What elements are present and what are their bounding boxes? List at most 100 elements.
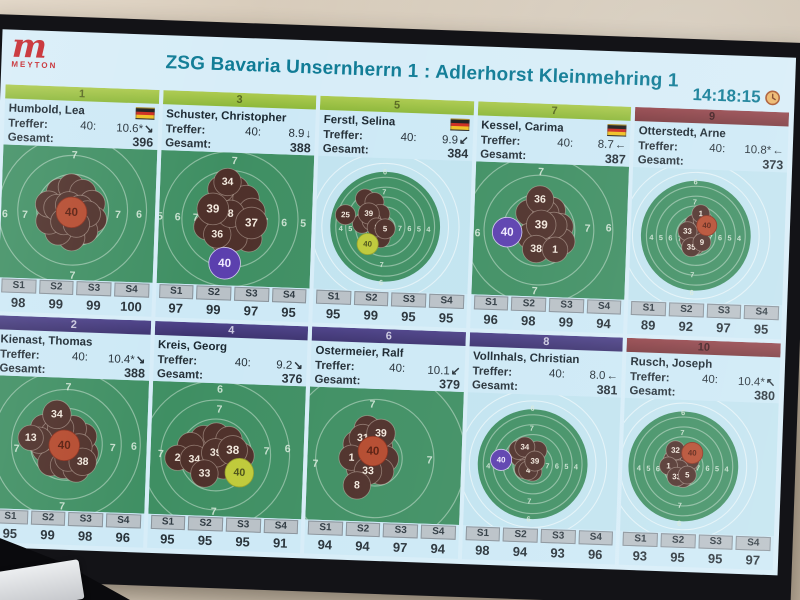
shot-marker: [335, 204, 357, 226]
shot-number: 39: [206, 202, 220, 215]
shot-number: 2: [174, 452, 180, 464]
ring-number: 4: [637, 463, 642, 472]
series-value-cell: 99: [205, 301, 221, 318]
treffer-label: Treffer:: [322, 128, 363, 143]
series-value-cell: 99: [363, 307, 379, 323]
total-score: 373: [762, 157, 784, 173]
ring-number: 5: [300, 218, 306, 230]
last-shot-value: 9.2↘: [276, 359, 304, 373]
ring-number: 6: [694, 177, 698, 186]
current-shot-marker: [55, 196, 88, 229]
target-plot: 67767713343840: [0, 375, 149, 514]
current-shot-marker: [489, 448, 512, 471]
series-header-cell: S2: [511, 296, 547, 312]
ring-number: 5: [417, 224, 421, 233]
ring-number: 7: [231, 155, 237, 167]
shot-marker: [342, 471, 372, 500]
shot-direction-arrow: ←: [606, 370, 619, 383]
shot-count: 40:: [79, 120, 97, 133]
series-header-cell: S1: [150, 514, 186, 531]
shot-number: 40: [496, 455, 506, 464]
gesamt-label: Gesamt:: [471, 379, 519, 393]
ring-number: 6: [217, 384, 223, 396]
ring-number: 7: [529, 424, 533, 433]
germany-flag-icon: [607, 123, 627, 137]
ring-number: 7: [538, 166, 544, 178]
series-header-cell: S1: [473, 295, 509, 311]
shot-direction-arrow: ↘: [143, 123, 154, 136]
series-header-cell: S3: [225, 517, 261, 533]
shooter-panel: 1 Humbold, Lea Treffer: 40: 10.6*↘ Gesamt: 396…: [0, 84, 160, 317]
last-shot-value: 10.1↙: [427, 364, 461, 378]
series-header-cell: S2: [503, 527, 539, 543]
shooter-name: Kienast, Thomas: [0, 332, 93, 349]
series-header-cell: S2: [353, 291, 389, 307]
ring-number: 7: [709, 233, 713, 242]
ring-number: 6: [681, 408, 685, 417]
shot-number: 1: [667, 461, 672, 470]
total-score: 396: [132, 135, 154, 150]
series-value-cell: 97: [168, 300, 184, 316]
gesamt-label: Gesamt:: [7, 131, 54, 146]
last-shot-value: 9.9↙: [441, 134, 469, 148]
shot-count: 40:: [400, 131, 417, 145]
shooter-name: Kreis, Georg: [157, 338, 228, 354]
ring-number: 6: [690, 288, 694, 297]
series-header-cell: S1: [307, 520, 343, 536]
treffer-label: Treffer:: [472, 365, 513, 379]
shot-number: 1: [349, 452, 355, 464]
shot-number: 38: [530, 243, 542, 255]
series-header-cell: S1: [316, 289, 352, 305]
target-plot: 567765734368373940: [156, 150, 315, 289]
ring-number: 7: [115, 209, 121, 221]
ring-number: 7: [216, 404, 222, 416]
clock-icon: [765, 90, 781, 106]
ring-number: 6: [718, 233, 722, 242]
current-shot-marker: [207, 246, 241, 280]
shot-direction-arrow: ↘: [135, 354, 146, 367]
ring-number: 6: [530, 404, 534, 413]
shot-marker: [42, 399, 72, 430]
current-shot-marker: [356, 233, 379, 256]
gesamt-label: Gesamt:: [637, 154, 684, 168]
series-header-cell: S1: [631, 300, 667, 317]
gesamt-label: Gesamt:: [479, 148, 527, 163]
series-value-cell: 95: [280, 304, 296, 320]
ring-number: 7: [71, 149, 77, 161]
last-shot-value: 10.6*↘: [115, 122, 154, 136]
shot-direction-arrow: ←: [771, 144, 784, 158]
series-value-cell: 97: [392, 539, 408, 556]
series-value-cell: 92: [678, 318, 694, 335]
shot-number: 40: [233, 466, 245, 478]
ring-number: 6: [281, 217, 287, 229]
ring-number: 7: [398, 224, 402, 233]
current-shot-marker: [48, 429, 80, 462]
shot-count: 40:: [234, 356, 252, 370]
shot-number: 40: [65, 206, 78, 219]
series-value-cell: 100: [119, 298, 143, 315]
ring-number: 6: [526, 514, 530, 523]
shot-direction-arrow: ↙: [458, 134, 469, 148]
treffer-label: Treffer:: [629, 370, 670, 385]
meyton-logo-text: MEYTON: [11, 59, 58, 71]
series-header-cell: S3: [383, 523, 419, 539]
ring-number: 4: [339, 224, 344, 233]
shooter-panel: 9 Otterstedt, Arne Treffer: 40: 10.8*← Gesamt…: [627, 106, 790, 340]
series-value-cell: 97: [715, 320, 731, 336]
series-value-cell: 94: [512, 543, 528, 560]
total-score: 388: [289, 140, 311, 156]
total-score: 381: [596, 382, 618, 398]
series-value-cell: 98: [520, 313, 536, 329]
clock: 14:18:15: [692, 85, 781, 108]
series-header-cell: S2: [660, 533, 696, 549]
shot-number: 40: [703, 221, 713, 230]
total-score: 384: [447, 146, 469, 162]
series-value-cell: 98: [474, 542, 490, 559]
shot-count: 40:: [709, 142, 726, 156]
total-score: 387: [604, 151, 626, 167]
target-plot: 45677654677613335940: [628, 166, 787, 306]
ring-number: 7: [192, 212, 198, 224]
shooter-name: Schuster, Christopher: [166, 107, 287, 124]
shot-number: 8: [354, 479, 360, 491]
shooter-name: Kessel, Carima: [481, 118, 564, 134]
